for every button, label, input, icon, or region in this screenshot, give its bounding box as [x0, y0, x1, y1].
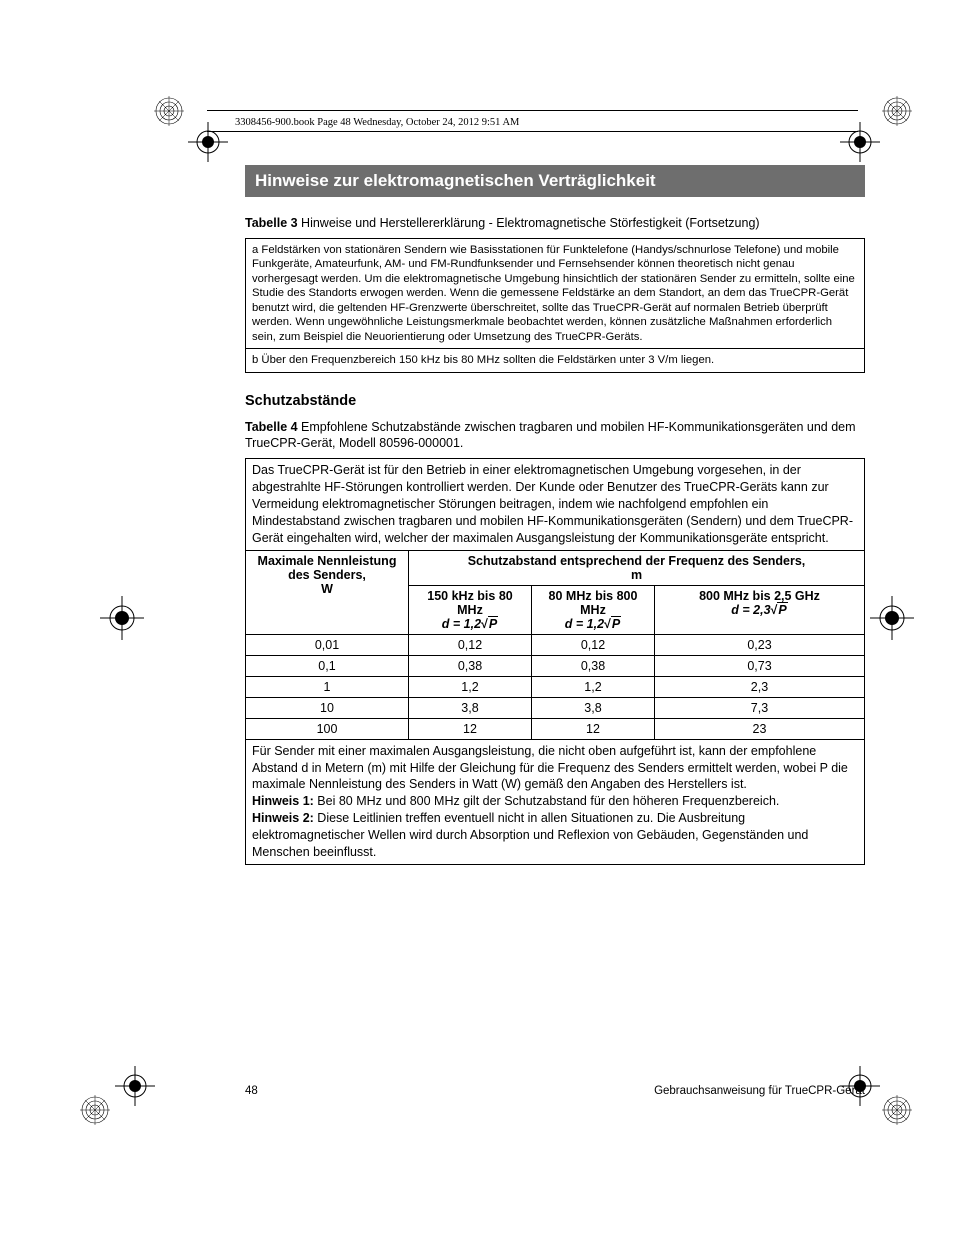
- table-row: 100121223: [246, 718, 865, 739]
- regmark-corner: [154, 96, 184, 126]
- table-row: 103,83,87,3: [246, 697, 865, 718]
- table4-caption-text: Empfohlene Schutzabstände zwischen tragb…: [245, 420, 856, 451]
- regmark-corner: [882, 96, 912, 126]
- doc-title-footer: Gebrauchsanweisung für TrueCPR-Gerät: [654, 1085, 865, 1097]
- table3-footnote-a: a Feldstärken von stationären Sendern wi…: [246, 239, 864, 348]
- table3-footnote-b: b Über den Frequenzbereich 150 kHz bis 8…: [246, 349, 864, 371]
- regmark-crosshair: [100, 596, 144, 640]
- table4-caption: Tabelle 4 Empfohlene Schutzabstände zwis…: [245, 419, 865, 453]
- regmark-corner: [80, 1095, 110, 1125]
- running-header: 3308456-900.book Page 48 Wednesday, Octo…: [235, 117, 519, 128]
- page-footer: 48 Gebrauchsanweisung für TrueCPR-Gerät: [245, 1085, 865, 1097]
- table4-bottom-para: Für Sender mit einer maximalen Ausgangsl…: [252, 743, 858, 794]
- table4-header-freq3: 800 MHz bis 2,5 GHz d = 2,3P: [655, 585, 865, 634]
- table4-header-freq2: 80 MHz bis 800 MHz d = 1,2P: [532, 585, 655, 634]
- table4-caption-label: Tabelle 4: [245, 420, 298, 434]
- table4-header-distance: Schutzabstand entsprechend der Frequenz …: [409, 550, 865, 585]
- regmark-crosshair: [188, 122, 228, 162]
- table-row: 0,10,380,380,73: [246, 655, 865, 676]
- section-heading-bar: Hinweise zur elektromagnetischen Verträg…: [245, 165, 865, 197]
- regmark-crosshair: [840, 122, 880, 162]
- table3-caption-label: Tabelle 3: [245, 216, 298, 230]
- header-rule: [207, 131, 858, 132]
- regmark-crosshair: [870, 596, 914, 640]
- table4-hinweis2: Hinweis 2: Diese Leitlinien treffen even…: [252, 810, 858, 861]
- table-row: 0,010,120,120,23: [246, 634, 865, 655]
- table-row: 11,21,22,3: [246, 676, 865, 697]
- subheading-schutzabstaende: Schutzabstände: [245, 393, 865, 409]
- table4-intro: Das TrueCPR-Gerät ist für den Betrieb in…: [246, 459, 865, 550]
- page-number: 48: [245, 1085, 258, 1097]
- header-rule: [207, 110, 858, 111]
- table3-caption-text: Hinweise und Herstellererklärung - Elekt…: [298, 216, 760, 230]
- table3-caption: Tabelle 3 Hinweise und Herstellererkläru…: [245, 215, 865, 232]
- regmark-corner: [882, 1095, 912, 1125]
- page-content: 3308456-900.book Page 48 Wednesday, Octo…: [245, 165, 865, 865]
- table3-footnotes: a Feldstärken von stationären Sendern wi…: [245, 238, 865, 373]
- table4-header-freq1: 150 kHz bis 80 MHz d = 1,2P: [409, 585, 532, 634]
- table4-hinweis1: Hinweis 1: Bei 80 MHz und 800 MHz gilt d…: [252, 793, 858, 810]
- regmark-crosshair: [115, 1066, 155, 1106]
- table4: Das TrueCPR-Gerät ist für den Betrieb in…: [245, 458, 865, 865]
- table4-bottom-notes: Für Sender mit einer maximalen Ausgangsl…: [246, 739, 865, 864]
- table4-header-power: Maximale Nennleistung des Senders, W: [246, 550, 409, 634]
